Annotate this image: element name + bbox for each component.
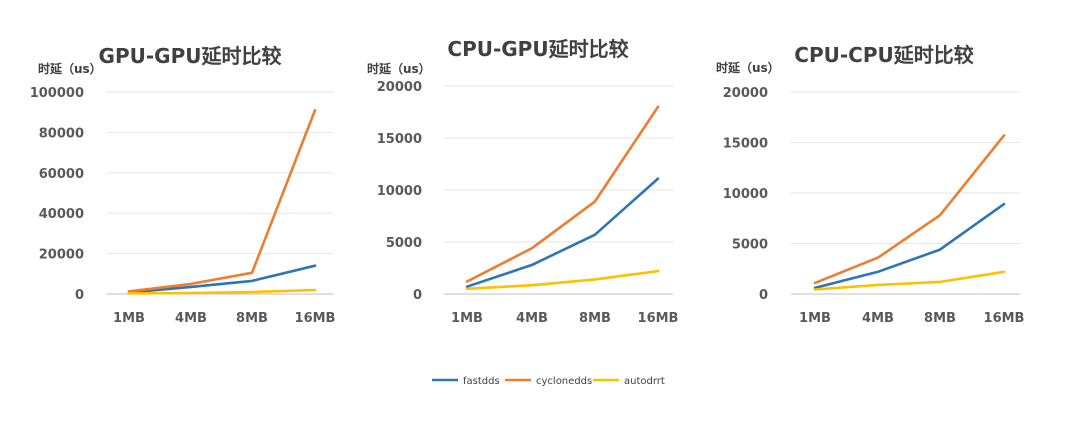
- series-line-cyclonedds: [465, 105, 660, 283]
- y-tick-label: 15000: [377, 132, 422, 147]
- y-tick-label: 5000: [732, 238, 768, 253]
- series-line-autodrrt: [465, 269, 660, 291]
- series-line-cyclonedds: [127, 108, 317, 293]
- y-axis-label: 时延（us）: [367, 61, 431, 76]
- y-tick-label: 10000: [377, 184, 422, 199]
- series-line-cyclonedds: [813, 134, 1006, 285]
- chart-title: CPU-CPU延时比较: [794, 43, 973, 67]
- y-tick-label: 15000: [723, 137, 768, 152]
- chart-title: GPU-GPU延时比较: [99, 44, 282, 68]
- chart-title: CPU-GPU延时比较: [447, 37, 628, 61]
- x-tick-label: 8MB: [579, 311, 611, 326]
- x-tick-label: 16MB: [638, 311, 679, 326]
- x-tick-label: 4MB: [516, 311, 548, 326]
- series-line-fastdds: [465, 177, 660, 289]
- y-tick-label: 0: [75, 288, 84, 303]
- y-tick-label: 0: [413, 288, 422, 303]
- y-tick-label: 20000: [377, 80, 422, 95]
- legend-label: fastdds: [463, 376, 500, 387]
- y-tick-label: 20000: [723, 86, 768, 101]
- x-tick-label: 1MB: [113, 311, 145, 326]
- y-tick-label: 80000: [39, 126, 84, 141]
- x-tick-label: 8MB: [924, 311, 956, 326]
- series-line-fastdds: [813, 202, 1006, 290]
- y-tick-label: 20000: [39, 248, 84, 263]
- x-tick-label: 8MB: [236, 311, 268, 326]
- charts-group: GPU-GPU延时比较时延（us）02000040000600008000010…: [30, 37, 1025, 326]
- x-tick-label: 4MB: [175, 311, 207, 326]
- series-line-fastdds: [127, 264, 317, 294]
- x-tick-label: 16MB: [295, 311, 336, 326]
- y-axis-label: 时延（us）: [716, 60, 780, 75]
- x-tick-label: 16MB: [984, 311, 1025, 326]
- y-tick-label: 5000: [386, 236, 422, 251]
- y-axis-label: 时延（us）: [38, 61, 102, 76]
- x-tick-label: 4MB: [862, 311, 894, 326]
- y-tick-label: 100000: [30, 86, 84, 101]
- series-line-autodrrt: [813, 270, 1006, 291]
- series-line-autodrrt: [127, 288, 317, 295]
- y-tick-label: 40000: [39, 207, 84, 222]
- legend-label: cyclonedds: [536, 376, 592, 387]
- y-tick-label: 0: [759, 288, 768, 303]
- y-tick-label: 60000: [39, 167, 84, 182]
- legend: fastdds cyclonedds autodrrt: [432, 376, 665, 387]
- y-tick-label: 10000: [723, 187, 768, 202]
- x-tick-label: 1MB: [799, 311, 831, 326]
- x-tick-label: 1MB: [451, 311, 483, 326]
- legend-label: autodrrt: [624, 376, 665, 387]
